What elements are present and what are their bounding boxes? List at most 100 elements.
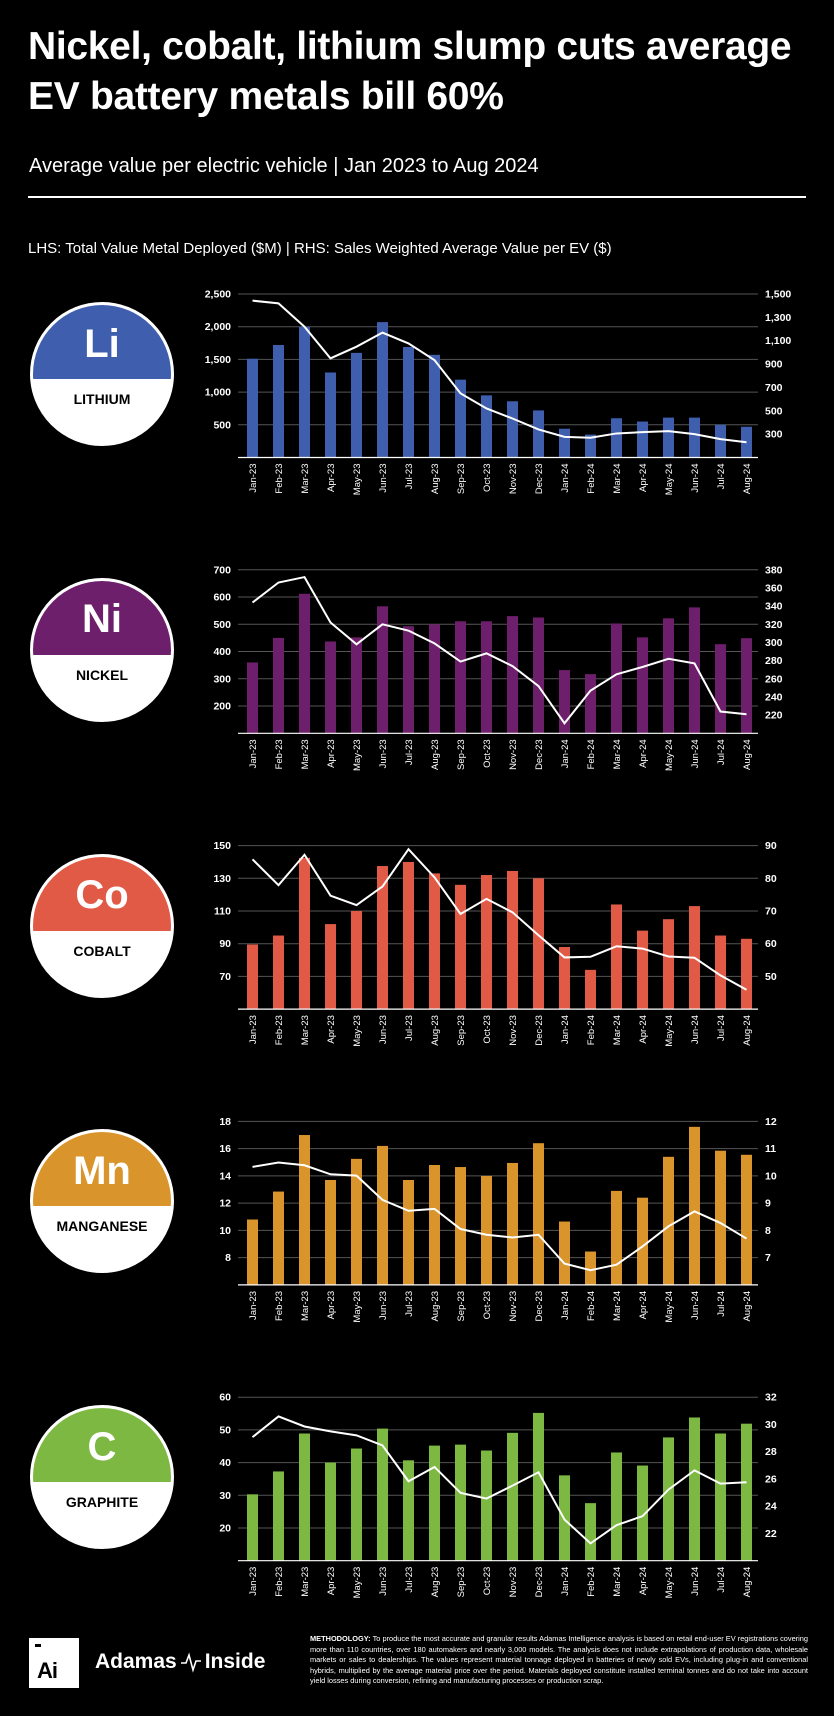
bar-Feb-23 xyxy=(273,345,284,458)
bar-May-23 xyxy=(351,352,362,458)
bar-Nov-23 xyxy=(507,1432,518,1561)
rhs-tick-label: 70 xyxy=(765,906,777,918)
bar-Mar-24 xyxy=(611,623,622,734)
methodology-note: METHODOLOGY: To produce the most accurat… xyxy=(310,1634,808,1687)
bar-May-24 xyxy=(663,1156,674,1285)
chart-nickel: 200 300 400 500 600 700 220 240 260 280 300 320 340 3… xyxy=(213,564,782,771)
x-tick-label: May-23 xyxy=(352,1015,363,1047)
bar-Feb-24 xyxy=(585,1251,596,1285)
x-tick-label: Jan-23 xyxy=(248,1567,259,1596)
x-tick-label: Jun-23 xyxy=(378,739,389,768)
bar-Feb-24 xyxy=(585,674,596,734)
element-symbol: C xyxy=(33,1408,171,1483)
bar-Jan-24 xyxy=(559,1221,570,1285)
bar-Sep-23 xyxy=(455,1167,466,1285)
x-tick-label: May-24 xyxy=(664,739,675,771)
rhs-tick-label: 1,100 xyxy=(765,335,791,347)
chart-graphite: 20 30 40 50 60 22 24 26 28 30 32 Jan-23 Feb-23 Mar-23… xyxy=(219,1392,777,1599)
rhs-tick-label: 1,500 xyxy=(765,289,791,301)
bar-Apr-24 xyxy=(637,1197,648,1285)
x-tick-label: Jul-23 xyxy=(404,1567,415,1593)
line-series-avg-value-per-ev xyxy=(251,575,747,725)
rhs-tick-label: 22 xyxy=(765,1528,777,1540)
bar-Dec-23 xyxy=(533,878,544,1010)
bar-Oct-23 xyxy=(481,395,492,458)
x-tick-label: Nov-23 xyxy=(508,1291,519,1322)
bar-Apr-24 xyxy=(637,930,648,1010)
bar-Aug-24 xyxy=(741,938,752,1010)
rhs-tick-label: 260 xyxy=(765,673,783,685)
divider xyxy=(28,196,806,198)
bar-Aug-24 xyxy=(741,1423,752,1561)
x-tick-label: Mar-24 xyxy=(612,464,623,494)
bar-Oct-23 xyxy=(481,1175,492,1285)
rhs-tick-label: 380 xyxy=(765,564,783,576)
x-tick-label: Jul-23 xyxy=(404,1291,415,1317)
brand-left: Adamas xyxy=(95,1650,177,1673)
x-tick-label: Jul-23 xyxy=(404,739,415,765)
x-tick-label: Nov-23 xyxy=(508,1015,519,1046)
x-tick-label: Sep-23 xyxy=(456,739,467,770)
bar-Mar-23 xyxy=(299,1433,310,1561)
x-tick-label: Dec-23 xyxy=(534,739,545,770)
lhs-tick-label: 600 xyxy=(213,592,231,604)
bar-Apr-24 xyxy=(637,1465,648,1561)
bar-Oct-23 xyxy=(481,1450,492,1561)
bar-Aug-23 xyxy=(429,624,440,734)
lhs-tick-label: 130 xyxy=(213,873,231,885)
bar-May-24 xyxy=(663,417,674,458)
bar-Dec-23 xyxy=(533,617,544,734)
bar-Jul-24 xyxy=(715,1150,726,1285)
x-tick-label: Aug-23 xyxy=(430,1015,441,1046)
x-tick-label: Mar-23 xyxy=(300,464,311,494)
rhs-tick-label: 90 xyxy=(765,840,777,852)
bar-Jan-23 xyxy=(247,1219,258,1285)
bar-Jun-23 xyxy=(377,1145,388,1285)
x-tick-label: Jul-23 xyxy=(404,464,415,490)
chart-cobalt: 70 90 110 130 150 50 60 70 80 90 Jan-23 Feb-23 Mar-2… xyxy=(213,840,776,1047)
bar-Jun-23 xyxy=(377,322,388,458)
x-tick-label: Jul-24 xyxy=(716,464,727,490)
bar-May-23 xyxy=(351,911,362,1010)
x-tick-label: Feb-24 xyxy=(586,1015,597,1045)
x-tick-label: Feb-24 xyxy=(586,464,597,494)
x-tick-label: Apr-24 xyxy=(638,1567,649,1596)
x-tick-label: Feb-23 xyxy=(274,739,285,769)
x-tick-label: Apr-24 xyxy=(638,464,649,493)
bar-Jul-24 xyxy=(715,424,726,458)
rhs-tick-label: 1,300 xyxy=(765,312,791,324)
lhs-tick-label: 70 xyxy=(219,971,231,983)
x-tick-label: Jan-24 xyxy=(560,739,571,768)
rhs-tick-label: 220 xyxy=(765,710,783,722)
bar-Apr-23 xyxy=(325,924,336,1010)
x-tick-label: Sep-23 xyxy=(456,1291,467,1322)
line-series-avg-value-per-ev xyxy=(252,299,747,444)
rhs-tick-label: 300 xyxy=(765,429,783,441)
logo-text: Ai xyxy=(37,1658,58,1683)
lhs-tick-label: 20 xyxy=(219,1523,231,1535)
x-tick-label: Apr-23 xyxy=(326,739,337,768)
x-tick-label: Aug-23 xyxy=(430,1567,441,1598)
x-tick-label: May-24 xyxy=(664,1567,675,1599)
rhs-tick-label: 900 xyxy=(765,359,783,371)
bar-Nov-23 xyxy=(507,401,518,458)
x-tick-label: Apr-23 xyxy=(326,1291,337,1320)
bar-Jul-24 xyxy=(715,644,726,734)
lhs-tick-label: 90 xyxy=(219,938,231,950)
bar-Mar-23 xyxy=(299,857,310,1010)
bar-Jul-24 xyxy=(715,1433,726,1561)
page-title: Nickel, cobalt, lithium slump cuts avera… xyxy=(28,25,792,118)
axis-note: LHS: Total Value Metal Deployed ($M) | R… xyxy=(28,240,612,257)
x-tick-label: Jun-24 xyxy=(690,1015,701,1044)
x-tick-label: Jun-23 xyxy=(378,1291,389,1320)
x-tick-label: Feb-24 xyxy=(586,1291,597,1321)
brand-name: Adamas Inside xyxy=(95,1650,265,1674)
x-tick-label: Feb-23 xyxy=(274,1015,285,1045)
x-tick-label: Jan-24 xyxy=(560,1567,571,1596)
brand-right: Inside xyxy=(204,1650,266,1673)
bar-Jun-24 xyxy=(689,1126,700,1285)
bar-Jul-23 xyxy=(403,1179,414,1285)
lhs-tick-label: 400 xyxy=(213,646,231,658)
x-tick-label: Mar-24 xyxy=(612,1015,623,1045)
rhs-tick-label: 24 xyxy=(765,1501,777,1513)
